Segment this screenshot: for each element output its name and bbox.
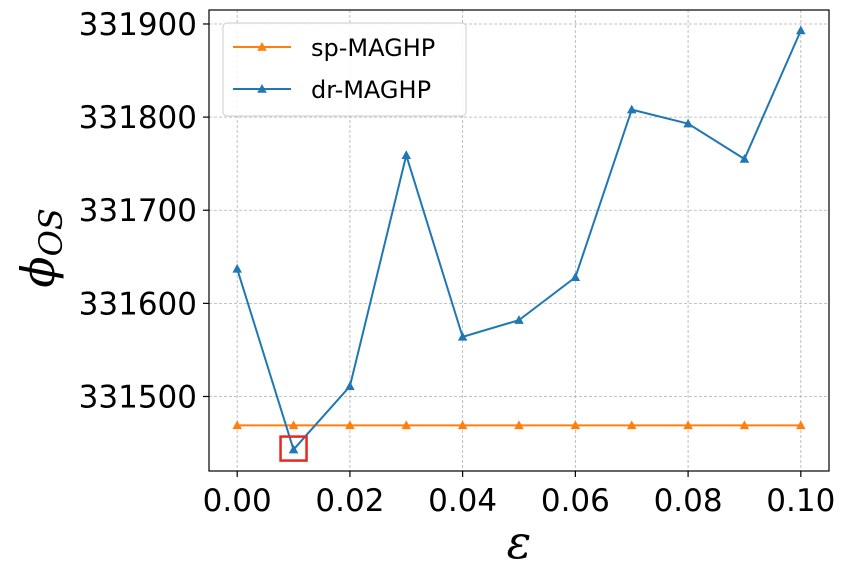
legend-marker-dr-maghp	[257, 84, 267, 93]
data-point-sp-maghp	[683, 420, 693, 430]
data-point-sp-maghp	[570, 420, 581, 430]
y-axis-label-symbol: ϕ	[11, 256, 65, 287]
data-point-dr-maghp	[683, 118, 693, 128]
x-tick-label: 0.00	[203, 483, 272, 519]
axis-ticks: 0.00 0.02 0.04 0.06 0.08 0.10 331500 331600 3317…	[79, 7, 836, 519]
legend-label-dr-maghp: dr-MAGHP	[311, 76, 431, 104]
data-point-sp-maghp	[626, 420, 637, 430]
x-tick-label: 0.06	[541, 483, 610, 519]
x-tick-label: 0.10	[766, 483, 835, 519]
data-point-dr-maghp	[457, 331, 468, 341]
data-point-sp-maghp	[345, 420, 355, 430]
x-tick-label: 0.04	[428, 483, 497, 519]
data-point-dr-maghp	[514, 315, 524, 324]
y-tick-label: 331800	[79, 100, 197, 136]
legend-marker-sp-maghp	[257, 42, 267, 51]
x-tick-label: 0.02	[315, 483, 384, 519]
y-tick-label: 331500	[79, 379, 197, 415]
y-axis-label-subscript: OS	[32, 208, 70, 256]
legend-entry-dr-maghp: dr-MAGHP	[233, 76, 431, 104]
plot-frame	[208, 9, 830, 472]
legend-entry-sp-maghp: sp-MAGHP	[233, 34, 435, 62]
legend: sp-MAGHP dr-MAGHP	[222, 22, 467, 117]
data-point-sp-maghp	[288, 420, 299, 430]
data-point-dr-maghp	[796, 25, 806, 35]
data-point-sp-maghp	[457, 420, 468, 430]
data-point-dr-maghp	[345, 381, 355, 391]
y-tick-label: 331600	[79, 286, 197, 322]
x-axis-label: ε	[507, 515, 532, 569]
y-axis-label: ϕOS	[11, 208, 70, 288]
data-point-dr-maghp	[570, 272, 581, 282]
series-layer	[232, 25, 806, 454]
y-tick-label: 331900	[79, 7, 197, 43]
legend-label-sp-maghp: sp-MAGHP	[311, 34, 435, 62]
highlight-layer	[279, 435, 308, 462]
data-point-sp-maghp	[514, 420, 524, 430]
grid-lines	[209, 10, 829, 471]
y-tick-label: 331700	[79, 193, 197, 229]
highlight-box	[279, 435, 308, 462]
data-point-sp-maghp	[739, 420, 750, 430]
data-point-sp-maghp	[796, 420, 806, 430]
data-point-dr-maghp	[288, 444, 299, 454]
series-sp-maghp	[232, 420, 806, 430]
data-point-dr-maghp	[401, 150, 412, 160]
data-point-sp-maghp	[401, 420, 412, 430]
data-point-dr-maghp	[626, 104, 637, 114]
x-tick-label: 0.08	[654, 483, 723, 519]
data-point-sp-maghp	[232, 420, 242, 430]
data-point-dr-maghp	[739, 154, 750, 163]
series-dr-maghp	[232, 25, 806, 454]
data-point-dr-maghp	[232, 263, 242, 273]
